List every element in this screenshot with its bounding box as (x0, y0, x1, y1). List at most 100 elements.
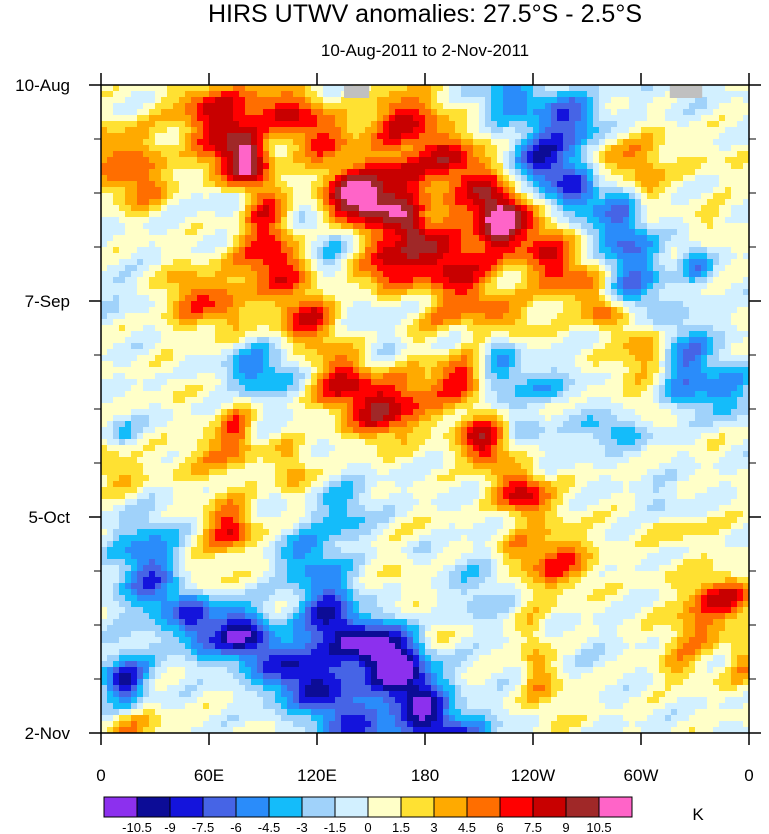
heatmap-cell (743, 271, 749, 278)
heatmap-cell (545, 247, 552, 254)
heatmap-cell (413, 331, 420, 338)
heatmap-cell (317, 349, 324, 356)
heatmap-cell (695, 319, 702, 326)
heatmap-cell (611, 259, 618, 266)
heatmap-cell (257, 139, 264, 146)
heatmap-cell (503, 157, 510, 164)
heatmap-cell (167, 193, 174, 200)
heatmap-cell (569, 163, 576, 170)
heatmap-cell (101, 169, 108, 176)
heatmap-cell (317, 271, 324, 278)
heatmap-cell (323, 145, 330, 152)
heatmap-cell (551, 199, 558, 206)
heatmap-cell (689, 301, 696, 308)
heatmap-cell (413, 91, 420, 98)
heatmap-cell (515, 169, 522, 176)
heatmap-cell (143, 85, 150, 92)
heatmap-cell (185, 163, 192, 170)
heatmap-cell (353, 295, 360, 302)
heatmap-cell (521, 205, 528, 212)
heatmap-cell (461, 313, 468, 320)
heatmap-cell (533, 217, 540, 224)
heatmap-cell (125, 175, 132, 182)
heatmap-cell (293, 349, 300, 356)
heatmap-cell (323, 349, 330, 356)
heatmap-cell (551, 205, 558, 212)
heatmap-cell (485, 133, 492, 140)
heatmap-cell (155, 271, 162, 278)
heatmap-cell (221, 259, 228, 266)
heatmap-cell (383, 133, 390, 140)
heatmap-cell (179, 139, 186, 146)
heatmap-cell (377, 253, 384, 260)
heatmap-cell (149, 91, 156, 98)
heatmap-cell (527, 355, 534, 362)
heatmap-cell (563, 283, 570, 290)
heatmap-cell (581, 289, 588, 296)
heatmap-cell (335, 211, 342, 218)
heatmap-cell (491, 295, 498, 302)
heatmap-cell (197, 307, 204, 314)
heatmap-cell (353, 319, 360, 326)
heatmap-cell (185, 235, 192, 242)
heatmap-cell (305, 217, 312, 224)
heatmap-cell (533, 253, 540, 260)
heatmap-cell (737, 97, 744, 104)
heatmap-cell (737, 343, 744, 350)
heatmap-cell (491, 97, 498, 104)
heatmap-cell (677, 277, 684, 284)
heatmap-cell (107, 187, 114, 194)
heatmap-cell (629, 319, 636, 326)
heatmap-cell (659, 307, 666, 314)
heatmap-cell (431, 229, 438, 236)
heatmap-cell (305, 235, 312, 242)
heatmap-cell (293, 193, 300, 200)
heatmap-cell (725, 145, 732, 152)
heatmap-cell (533, 193, 540, 200)
heatmap-cell (437, 109, 444, 116)
heatmap-cell (689, 307, 696, 314)
heatmap-cell (521, 103, 528, 110)
heatmap-cell (251, 295, 258, 302)
heatmap-cell (527, 247, 534, 254)
heatmap-cell (215, 103, 222, 110)
heatmap-cell (557, 115, 564, 122)
heatmap-cell (101, 259, 108, 266)
heatmap-cell (275, 337, 282, 344)
heatmap-cell (419, 217, 426, 224)
heatmap-cell (437, 349, 444, 356)
heatmap-cell (605, 181, 612, 188)
heatmap-cell (467, 145, 474, 152)
heatmap-cell (719, 223, 726, 230)
heatmap-cell (665, 163, 672, 170)
heatmap-cell (257, 271, 264, 278)
heatmap-cell (353, 139, 360, 146)
heatmap-cell (221, 283, 228, 290)
heatmap-cell (371, 91, 378, 98)
heatmap-cell (605, 217, 612, 224)
heatmap-cell (533, 349, 540, 356)
heatmap-cell (653, 151, 660, 158)
heatmap-cell (737, 295, 744, 302)
heatmap-cell (251, 181, 258, 188)
heatmap-cell (707, 289, 714, 296)
heatmap-cell (389, 295, 396, 302)
heatmap-cell (113, 133, 120, 140)
heatmap-cell (611, 133, 618, 140)
heatmap-cell (143, 253, 150, 260)
heatmap-cell (683, 199, 690, 206)
heatmap-cell (539, 181, 546, 188)
heatmap-cell (287, 253, 294, 260)
heatmap-cell (197, 181, 204, 188)
heatmap-cell (695, 145, 702, 152)
heatmap-cell (473, 259, 480, 266)
heatmap-cell (503, 295, 510, 302)
heatmap-cell (713, 103, 720, 110)
heatmap-cell (323, 157, 330, 164)
heatmap-cell (437, 199, 444, 206)
heatmap-cell (671, 343, 678, 350)
heatmap-cell (533, 289, 540, 296)
heatmap-cell (359, 151, 366, 158)
heatmap-cell (455, 145, 462, 152)
heatmap-cell (593, 325, 600, 332)
